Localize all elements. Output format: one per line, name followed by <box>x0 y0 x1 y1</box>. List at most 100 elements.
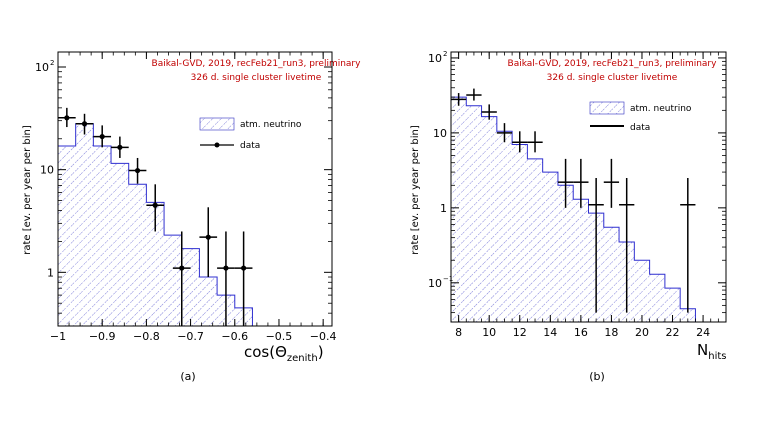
mc-bin <box>649 274 665 322</box>
data-point <box>512 131 528 153</box>
data-point <box>146 184 165 232</box>
legend-mc-swatch <box>199 117 235 131</box>
panel-a: Baikal-GVD, 2019, recFeb21_run3, prelimi… <box>22 51 362 383</box>
mc-bin <box>634 260 650 322</box>
x-tick-label: 12 <box>513 326 527 339</box>
mc-histogram <box>450 96 696 323</box>
mc-bin <box>512 144 528 322</box>
panel-b: Baikal-GVD, 2019, recFeb21_run3, prelimi… <box>410 50 727 383</box>
y-tick-label: 10 <box>428 52 442 65</box>
data-point <box>451 93 467 106</box>
x-tick-label: −0.6 <box>221 330 248 343</box>
data-marker <box>134 167 141 174</box>
data-marker <box>117 144 123 150</box>
data-point <box>217 231 235 326</box>
data-points <box>58 107 253 326</box>
mc-histogram <box>57 123 288 327</box>
data-point <box>466 88 482 101</box>
panel-label: (b) <box>589 370 605 383</box>
x-ticks: 8 10 12 14 16 18 20 22 24 <box>450 52 727 339</box>
x-tick-label: 18 <box>604 326 618 339</box>
mc-bin <box>164 235 182 326</box>
mc-bin <box>451 97 467 322</box>
legend-data-label: data <box>240 141 260 151</box>
x-tick-label: −1 <box>50 330 66 343</box>
y-tick-label: 1 <box>440 202 447 215</box>
data-point <box>680 178 696 313</box>
x-tick-label: −0.7 <box>177 330 204 343</box>
data-point <box>234 231 253 326</box>
data-point <box>573 158 589 208</box>
header-line1: Baikal-GVD, 2019, recFeb21_run3, prelimi… <box>152 59 362 69</box>
y-axis-label: rate [ev. per year per bin] <box>410 125 421 255</box>
legend-mc-label: atm. neutrino <box>630 104 692 114</box>
data-point <box>93 125 112 148</box>
header-line1: Baikal-GVD, 2019, recFeb21_run3, prelimi… <box>508 59 718 69</box>
y-tick-label: 10 <box>428 277 442 290</box>
data-point <box>527 131 543 153</box>
header-line2: 326 d. single cluster livetime <box>547 73 678 83</box>
y-tick-label: 10 <box>40 164 54 177</box>
mc-bin <box>664 288 681 322</box>
mc-bin <box>557 185 574 322</box>
data-point <box>172 231 191 326</box>
data-marker <box>64 115 70 121</box>
legend-data-marker <box>214 142 220 148</box>
mc-outline <box>57 123 288 327</box>
mc-bin <box>466 105 482 323</box>
data-points <box>451 88 696 313</box>
mc-bin <box>680 308 696 322</box>
data-marker <box>241 265 247 271</box>
data-point <box>75 113 94 135</box>
x-tick-label: 14 <box>543 326 557 339</box>
data-point <box>588 178 604 313</box>
y-axis-label: rate [ev. per year per bin] <box>22 125 33 255</box>
mc-bin <box>527 158 543 322</box>
y-tick-label-exponent: 2 <box>443 50 447 58</box>
y-tick-label: 1 <box>47 266 54 279</box>
x-tick-label: 8 <box>455 326 462 339</box>
legend: atm. neutrino data <box>589 101 692 133</box>
mc-bin <box>573 199 589 322</box>
mc-bin <box>93 146 112 326</box>
mc-bin <box>603 227 620 322</box>
plot-frame <box>57 51 333 327</box>
mc-bin <box>542 172 558 322</box>
mc-bin <box>111 163 129 326</box>
data-point <box>496 123 513 143</box>
mc-bin <box>146 202 165 326</box>
x-axis-label: Nhits <box>697 341 726 362</box>
x-tick-label: −0.8 <box>133 330 160 343</box>
header-line2: 326 d. single cluster livetime <box>191 73 322 83</box>
mc-bin <box>496 131 513 322</box>
x-tick-label: 10 <box>482 326 496 339</box>
x-tick-label: 16 <box>574 326 588 339</box>
x-tick-label: −0.9 <box>89 330 116 343</box>
x-tick-label: 24 <box>696 326 710 339</box>
y-tick-label: 10 <box>35 61 49 74</box>
data-marker <box>179 265 185 271</box>
panel-label: (a) <box>180 370 195 383</box>
mc-bin <box>181 248 200 326</box>
mc-bin <box>128 184 147 326</box>
y-tick-label-exponent: 2 <box>50 59 54 67</box>
data-marker <box>81 121 88 127</box>
mc-bin <box>75 123 94 326</box>
data-marker <box>223 265 229 271</box>
data-point <box>199 207 218 278</box>
legend-data-label: data <box>630 123 650 133</box>
y-tick-label: 10 <box>433 127 447 140</box>
data-point <box>557 158 574 208</box>
data-point <box>111 136 129 158</box>
x-tick-label: 20 <box>635 326 649 339</box>
data-marker <box>99 133 105 140</box>
legend: atm. neutrino data <box>199 117 302 151</box>
data-point <box>619 178 635 313</box>
x-ticks: −1 −0.9 −0.8 −0.7 −0.6 −0.5 −0.4 <box>50 52 337 343</box>
mc-bin <box>58 146 76 326</box>
legend-mc-swatch <box>589 101 625 115</box>
legend-mc-label: atm. neutrino <box>240 120 302 130</box>
data-point <box>58 107 76 128</box>
